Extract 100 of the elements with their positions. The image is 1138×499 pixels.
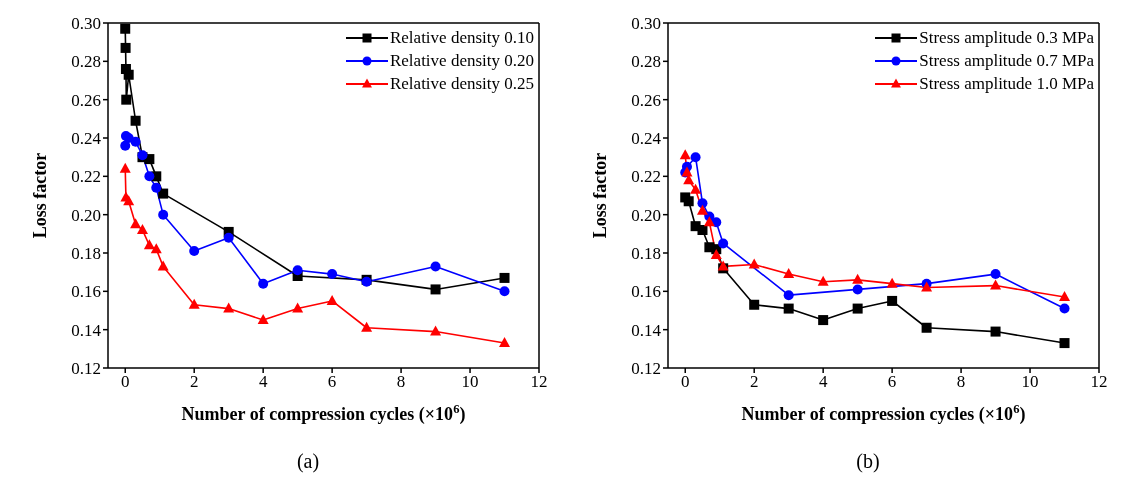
point [852, 284, 863, 295]
point [143, 239, 155, 250]
point [718, 238, 729, 249]
point [921, 322, 932, 333]
point [818, 315, 829, 326]
y-tick-label: 0.24 [71, 129, 102, 149]
point [158, 209, 169, 220]
x-tick-label: 8 [396, 372, 406, 392]
point [292, 265, 303, 276]
point [690, 152, 701, 163]
point [783, 290, 794, 301]
legend-label: Relative density 0.25 [389, 73, 534, 95]
legend-label: Stress amplitude 0.7 MPa [919, 50, 1094, 72]
point [749, 299, 760, 310]
point [136, 224, 148, 234]
x-tick-label: 10 [461, 372, 479, 392]
point [258, 278, 269, 289]
point [499, 337, 511, 348]
x-tick-label: 4 [258, 372, 268, 392]
point [1059, 338, 1070, 349]
point [327, 269, 338, 280]
y-tick-label: 0.26 [71, 90, 101, 110]
y-tick-label: 0.14 [71, 320, 102, 340]
y-tick-label: 0.14 [631, 320, 662, 340]
point [679, 149, 691, 160]
point [990, 269, 1001, 280]
point [887, 295, 898, 306]
point [852, 303, 863, 314]
point [130, 115, 141, 126]
y-tick-label: 0.22 [71, 167, 101, 187]
point [696, 204, 708, 215]
point [990, 279, 1002, 290]
y-tick-label: 0.20 [71, 205, 101, 225]
point [703, 216, 715, 227]
y-tick-label: 0.22 [631, 167, 661, 187]
x-tick-label: 6 [327, 372, 337, 392]
x-tick-label: 10 [1021, 372, 1039, 392]
point [817, 275, 829, 286]
x-tick-label: 0 [120, 372, 130, 392]
point [119, 162, 131, 173]
point [121, 94, 132, 105]
y-tick-label: 0.28 [631, 52, 661, 72]
y-tick-label: 0.12 [71, 359, 101, 379]
y-tick-label: 0.24 [631, 129, 662, 149]
point [157, 260, 169, 271]
point [123, 195, 135, 206]
x-tick-label: 6 [887, 372, 897, 392]
y-tick-label: 0.28 [71, 52, 101, 72]
point [499, 286, 510, 297]
point [1059, 303, 1070, 314]
point [150, 243, 162, 254]
legend-label: Relative density 0.20 [389, 50, 534, 72]
point [189, 246, 200, 257]
point [499, 272, 510, 283]
x-tick-label: 2 [189, 372, 199, 392]
y-tick-label: 0.20 [631, 205, 661, 225]
point [223, 302, 235, 313]
point [430, 261, 441, 272]
point [120, 42, 131, 53]
point [990, 326, 1001, 337]
text: (b) [855, 450, 881, 473]
point [748, 258, 760, 269]
legend-label: Stress amplitude 1.0 MPa [919, 73, 1094, 95]
x-tick-label: 2 [749, 372, 759, 392]
point [430, 284, 441, 295]
point [852, 273, 864, 284]
legend-label: Relative density 0.10 [389, 27, 534, 49]
point [158, 188, 169, 199]
point [886, 277, 898, 288]
y-tick-label: 0.26 [631, 90, 661, 110]
x-tick-label: 4 [818, 372, 828, 392]
point [783, 268, 795, 279]
x-tick-label: 12 [530, 372, 548, 392]
point [326, 294, 338, 305]
point [783, 303, 794, 314]
y-tick-label: 0.30 [631, 14, 661, 34]
y-tick-label: 0.18 [631, 244, 661, 264]
x-axis-title: Number of compression cycles (×10$^{6}$) [741, 402, 1026, 425]
y-tick-label: 0.16 [631, 282, 661, 302]
point [683, 196, 694, 207]
point [361, 321, 373, 332]
point [151, 182, 162, 193]
x-tick-label: 12 [1090, 372, 1108, 392]
point [130, 218, 142, 229]
point [690, 183, 702, 194]
point [257, 314, 269, 325]
text: (a) [295, 450, 321, 473]
point [120, 140, 131, 151]
point [130, 136, 141, 147]
point [430, 325, 442, 336]
point [292, 302, 304, 313]
point [697, 225, 708, 235]
y-axis-title: Loss factor [30, 152, 50, 239]
y-tick-label: 0.16 [71, 282, 101, 302]
legend-label: Stress amplitude 0.3 MPa [919, 27, 1094, 49]
point [188, 298, 200, 309]
point [697, 198, 708, 209]
y-tick-label: 0.18 [71, 244, 101, 264]
point [223, 232, 234, 243]
point [144, 171, 155, 182]
